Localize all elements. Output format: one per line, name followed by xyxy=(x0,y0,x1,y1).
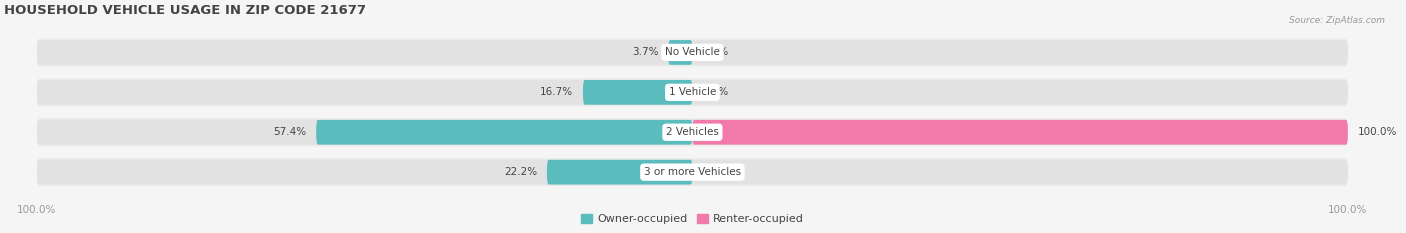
FancyBboxPatch shape xyxy=(37,80,1348,105)
Text: 0.0%: 0.0% xyxy=(702,48,728,57)
Legend: Owner-occupied, Renter-occupied: Owner-occupied, Renter-occupied xyxy=(576,209,808,229)
FancyBboxPatch shape xyxy=(547,160,692,185)
Text: 0.0%: 0.0% xyxy=(702,167,728,177)
FancyBboxPatch shape xyxy=(668,40,692,65)
Text: 100.0%: 100.0% xyxy=(1358,127,1398,137)
Text: No Vehicle: No Vehicle xyxy=(665,48,720,57)
Text: 57.4%: 57.4% xyxy=(273,127,307,137)
FancyBboxPatch shape xyxy=(37,78,1348,106)
FancyBboxPatch shape xyxy=(37,38,1348,66)
FancyBboxPatch shape xyxy=(37,158,1348,186)
FancyBboxPatch shape xyxy=(316,120,692,145)
Text: 22.2%: 22.2% xyxy=(503,167,537,177)
FancyBboxPatch shape xyxy=(692,120,1348,145)
Text: 16.7%: 16.7% xyxy=(540,87,574,97)
Text: 3.7%: 3.7% xyxy=(631,48,658,57)
Text: 1 Vehicle: 1 Vehicle xyxy=(669,87,716,97)
FancyBboxPatch shape xyxy=(37,120,1348,145)
FancyBboxPatch shape xyxy=(583,80,692,105)
FancyBboxPatch shape xyxy=(37,40,1348,65)
FancyBboxPatch shape xyxy=(37,118,1348,146)
Text: 3 or more Vehicles: 3 or more Vehicles xyxy=(644,167,741,177)
FancyBboxPatch shape xyxy=(37,160,1348,185)
Text: Source: ZipAtlas.com: Source: ZipAtlas.com xyxy=(1289,16,1385,25)
Text: 0.0%: 0.0% xyxy=(702,87,728,97)
Text: 2 Vehicles: 2 Vehicles xyxy=(666,127,718,137)
Text: HOUSEHOLD VEHICLE USAGE IN ZIP CODE 21677: HOUSEHOLD VEHICLE USAGE IN ZIP CODE 2167… xyxy=(4,4,366,17)
